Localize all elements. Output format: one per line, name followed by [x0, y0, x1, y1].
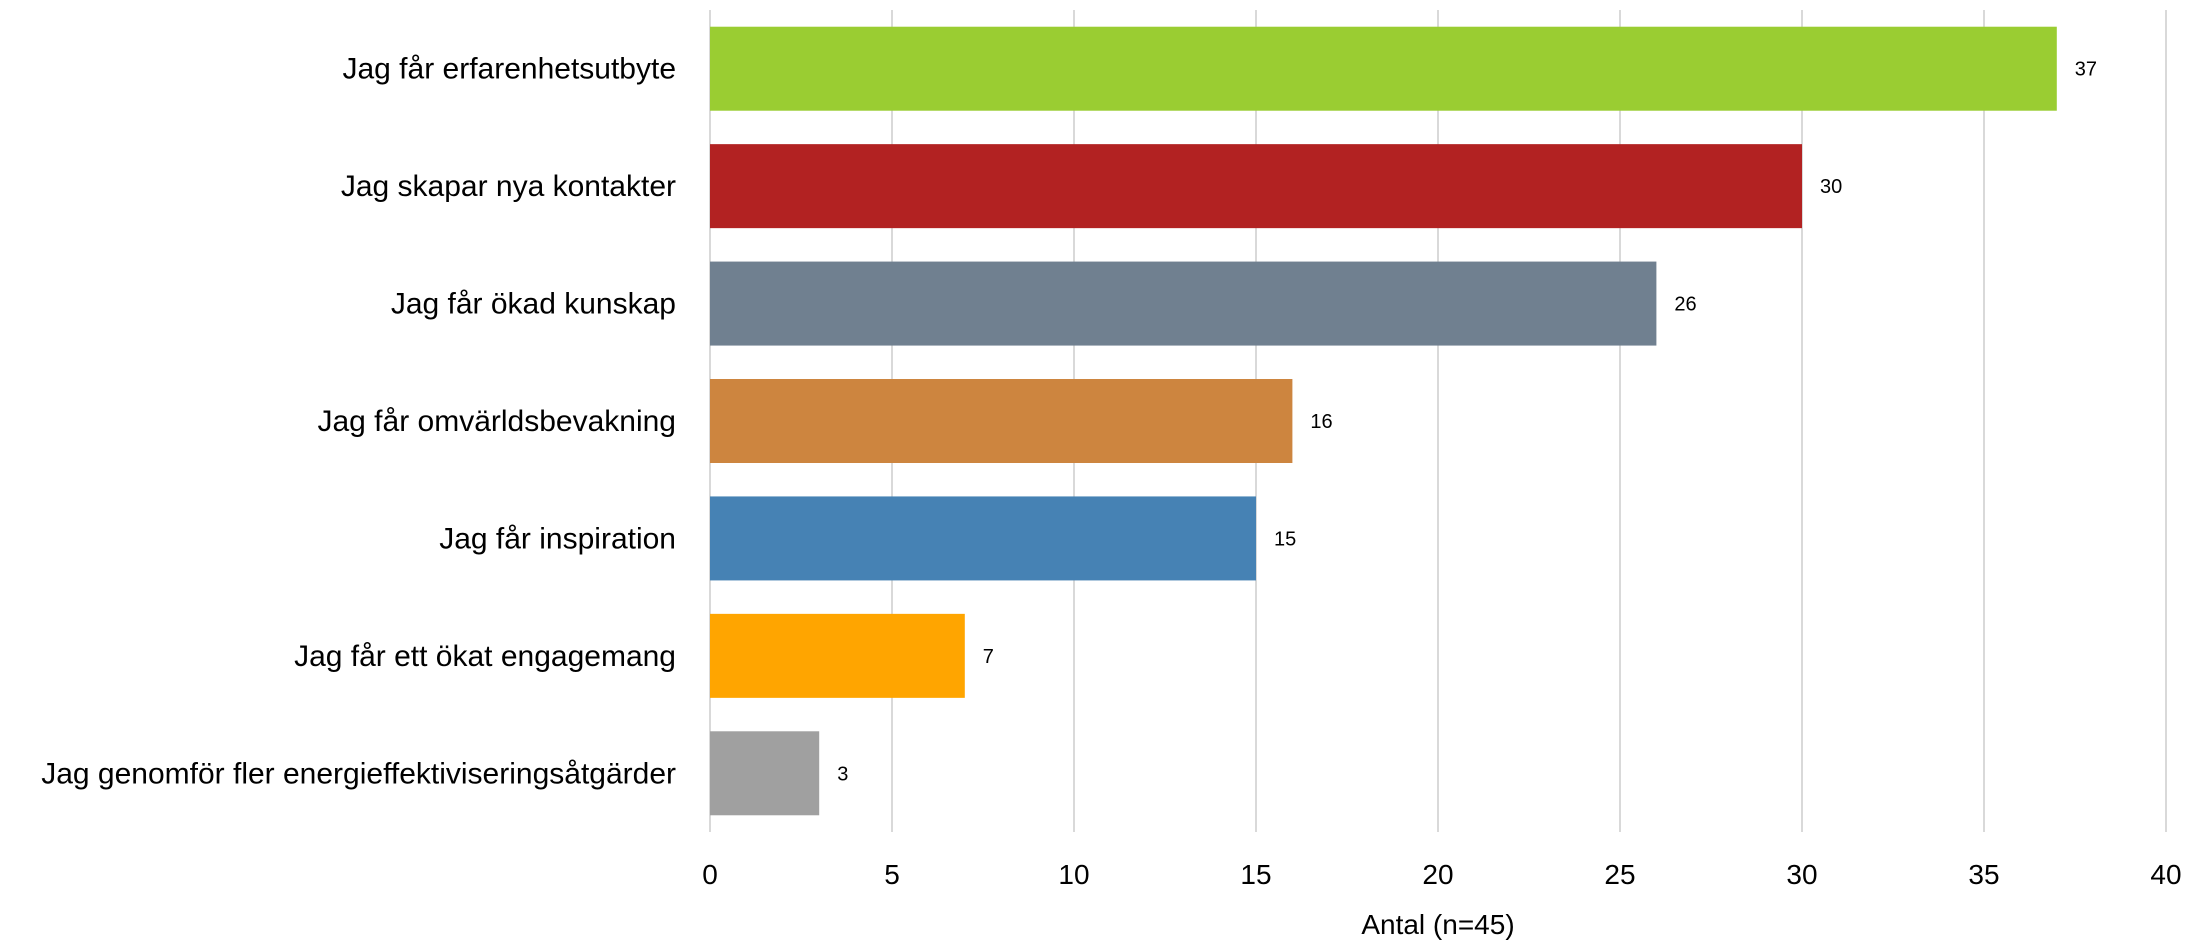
category-label: Jag får erfarenhetsutbyte [342, 53, 676, 86]
data-label: 7 [983, 646, 994, 668]
x-tick-label: 20 [1422, 859, 1453, 890]
x-tick-label: 35 [1968, 859, 1999, 890]
x-tick-label: 10 [1058, 859, 1089, 890]
bar [710, 26, 2057, 111]
data-label: 16 [1310, 411, 1332, 433]
x-tick-label: 30 [1786, 859, 1817, 890]
bar [710, 731, 820, 816]
data-label: 37 [2075, 59, 2097, 81]
category-label: Jag skapar nya kontakter [341, 170, 676, 203]
bar [710, 613, 965, 698]
bar [710, 261, 1657, 346]
bar [710, 379, 1293, 463]
data-label: 26 [1674, 294, 1696, 316]
x-tick-label: 25 [1604, 859, 1635, 890]
x-tick-label: 5 [884, 859, 900, 890]
category-label: Jag genomför fler energieffektiviserings… [41, 757, 676, 790]
data-label: 15 [1274, 528, 1296, 550]
bar [710, 496, 1256, 581]
category-label: Jag får ett ökat engagemang [294, 640, 676, 673]
category-label: Jag får omvärldsbevakning [317, 405, 676, 438]
x-tick-label: 0 [702, 859, 718, 890]
category-labels: Jag får erfarenhetsutbyte Jag skapar nya … [41, 53, 676, 791]
data-label: 3 [837, 763, 848, 785]
value-labels: 37 30 26 16 15 7 3 [837, 59, 2097, 786]
bar [710, 144, 1802, 229]
x-axis-ticks: 0 5 10 15 20 25 30 35 40 [702, 859, 2181, 890]
bars [710, 26, 2057, 816]
x-tick-label: 40 [2150, 859, 2181, 890]
x-tick-label: 15 [1240, 859, 1271, 890]
category-label: Jag får ökad kunskap [391, 288, 676, 321]
x-axis-title: Antal (n=45) [1361, 909, 1514, 940]
data-label: 30 [1820, 176, 1842, 198]
category-label: Jag får inspiration [439, 522, 676, 555]
